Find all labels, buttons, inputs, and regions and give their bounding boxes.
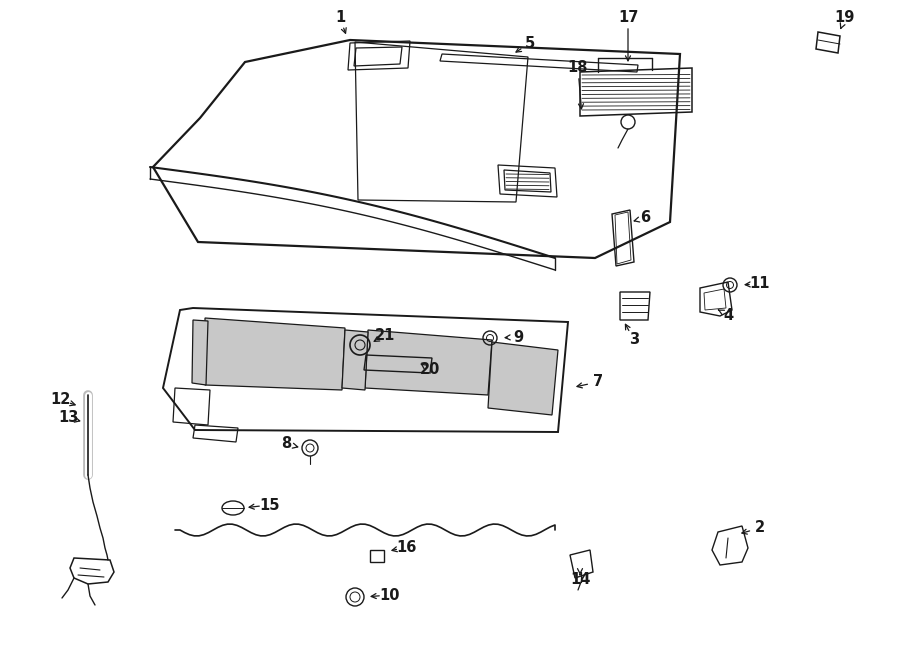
- Text: 7: 7: [593, 375, 603, 389]
- Polygon shape: [365, 330, 492, 395]
- Text: 15: 15: [260, 498, 280, 512]
- Text: 9: 9: [513, 329, 523, 344]
- Polygon shape: [342, 330, 368, 390]
- Text: 20: 20: [419, 362, 440, 377]
- Text: 6: 6: [640, 210, 650, 225]
- Text: 18: 18: [568, 61, 589, 75]
- Text: 21: 21: [374, 327, 395, 342]
- Text: 8: 8: [281, 436, 291, 451]
- Text: 17: 17: [617, 11, 638, 26]
- Text: 10: 10: [380, 588, 400, 602]
- Polygon shape: [192, 320, 208, 385]
- Text: 1: 1: [335, 11, 345, 26]
- Text: 5: 5: [525, 36, 535, 50]
- Text: 19: 19: [835, 11, 855, 26]
- Text: 14: 14: [570, 572, 590, 588]
- Text: 13: 13: [58, 410, 78, 426]
- Text: 12: 12: [50, 393, 70, 407]
- Text: 4: 4: [723, 307, 734, 323]
- Text: 16: 16: [397, 539, 418, 555]
- Text: 3: 3: [629, 332, 639, 348]
- Polygon shape: [205, 318, 345, 390]
- Polygon shape: [488, 342, 558, 415]
- Text: 11: 11: [750, 276, 770, 292]
- Text: 2: 2: [755, 520, 765, 535]
